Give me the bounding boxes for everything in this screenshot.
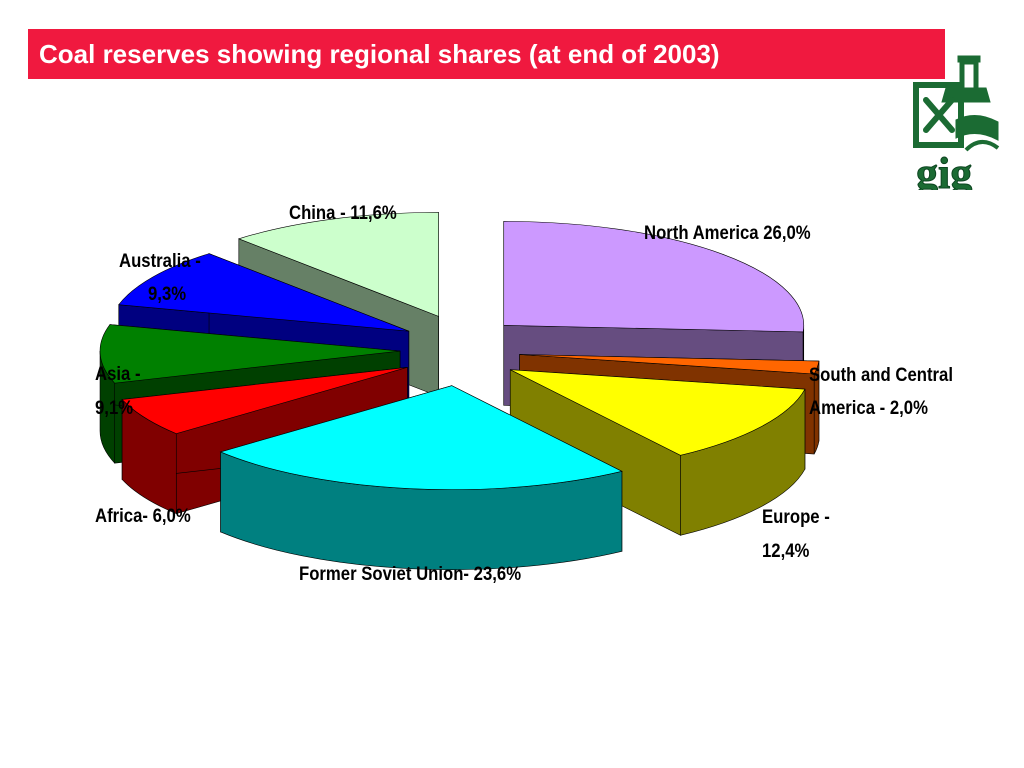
label-china: China - 11,6% <box>289 203 397 224</box>
label-south-central-line2: America - 2,0% <box>809 398 928 419</box>
label-africa: Africa- 6,0% <box>95 506 191 527</box>
label-south-central-line1: South and Central <box>809 365 953 386</box>
label-australia-line2: 9,3% <box>148 284 187 305</box>
title-banner: Coal reserves showing regional shares (a… <box>28 29 945 79</box>
label-north-america: North America 26,0% <box>644 223 811 244</box>
pie-slice-former-soviet-union <box>219 385 623 570</box>
logo-text: gig <box>916 149 972 190</box>
pie-slice-europe <box>509 369 806 536</box>
label-europe-line1: Europe - <box>762 507 830 528</box>
label-asia-line1: Asia - <box>95 364 141 385</box>
label-former-soviet-union: Former Soviet Union- 23,6% <box>299 564 522 585</box>
chart-title: Coal reserves showing regional shares (a… <box>39 38 720 69</box>
gig-logo: gig <box>913 55 1000 190</box>
label-europe-line2: 12,4% <box>762 541 810 562</box>
label-asia-line2: 9,1% <box>95 398 134 419</box>
label-australia-line1: Australia - <box>119 251 201 272</box>
